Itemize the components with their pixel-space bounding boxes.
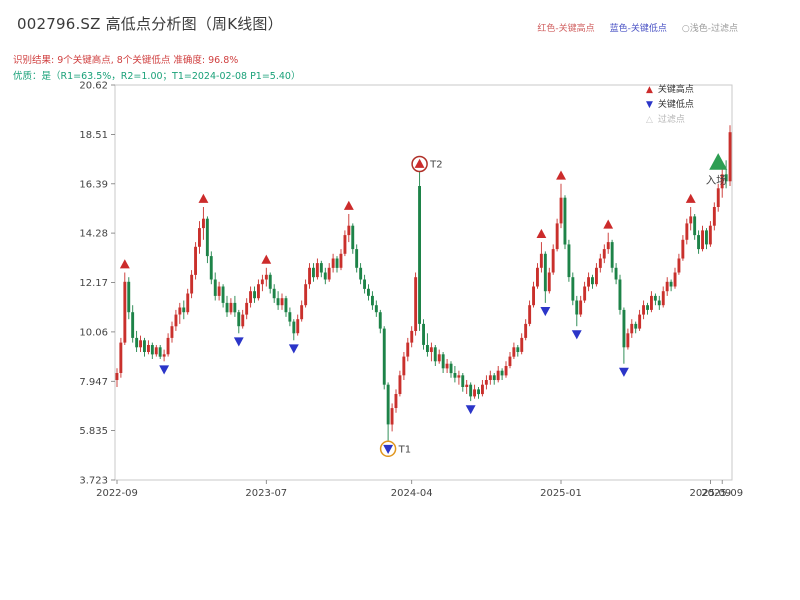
plot-legend: ▲ 关键高点 ▼ 关键低点 △ 过滤点 bbox=[646, 84, 694, 126]
axes: 20.62 18.51 16.39 14.28 12.17 10.06 7.947 5.835… bbox=[79, 81, 743, 500]
candles bbox=[115, 125, 732, 441]
legend-label-key-high: 关键高点 bbox=[657, 85, 694, 95]
legend-label-key-low: 关键低点 bbox=[657, 100, 694, 110]
legend-label-filter: 过滤点 bbox=[657, 115, 685, 125]
svg-text:3.723: 3.723 bbox=[79, 476, 108, 487]
triangle-down-icon: ▼ bbox=[646, 100, 653, 110]
svg-text:T1: T1 bbox=[398, 444, 411, 455]
triangle-up-icon: ▲ bbox=[646, 85, 653, 95]
page-title: 002796.SZ 高低点分析图（周K线图） bbox=[17, 15, 283, 33]
legend-item-filter: △ 过滤点 bbox=[646, 114, 694, 126]
svg-text:14.28: 14.28 bbox=[79, 229, 108, 240]
svg-text:2023-07: 2023-07 bbox=[245, 488, 287, 499]
entry-marker: 入场 bbox=[706, 153, 728, 187]
svg-text:入场: 入场 bbox=[706, 174, 727, 187]
svg-text:2022-09: 2022-09 bbox=[96, 488, 138, 499]
svg-text:10.06: 10.06 bbox=[79, 327, 108, 338]
svg-text:12.17: 12.17 bbox=[79, 278, 108, 289]
plot-frame bbox=[114, 84, 733, 481]
color-key-filter-label: ○浅色-过滤点 bbox=[681, 24, 738, 34]
svg-text:5.835: 5.835 bbox=[79, 426, 108, 437]
quality-result-text: 优质：是（R1=63.5%，R2=1.00；T1=2024-02-08 P1=5… bbox=[13, 71, 301, 82]
svg-text:2024-04: 2024-04 bbox=[391, 488, 433, 499]
svg-text:T2: T2 bbox=[429, 160, 442, 171]
key-point-markers bbox=[119, 158, 696, 454]
t-markers: T1 T2 bbox=[379, 155, 443, 458]
legend-item-key-low: ▼ 关键低点 bbox=[646, 99, 694, 111]
svg-text:2025-09: 2025-09 bbox=[690, 488, 732, 499]
svg-text:2025-09: 2025-09 bbox=[701, 488, 743, 499]
svg-text:16.39: 16.39 bbox=[79, 179, 108, 190]
recognition-result-text: 识别结果: 9个关键高点, 8个关键低点 准确度: 96.8% bbox=[13, 55, 239, 66]
color-key: 红色-关键高点 蓝色-关键低点 ○浅色-过滤点 bbox=[537, 21, 738, 34]
svg-text:20.62: 20.62 bbox=[79, 81, 108, 92]
svg-text:18.51: 18.51 bbox=[79, 130, 108, 141]
legend-item-key-high: ▲ 关键高点 bbox=[646, 84, 694, 96]
color-key-high-label: 红色-关键高点 bbox=[537, 24, 595, 34]
svg-text:7.947: 7.947 bbox=[79, 377, 108, 388]
triangle-hollow-icon: △ bbox=[646, 115, 653, 125]
color-key-low-label: 蓝色-关键低点 bbox=[609, 24, 667, 34]
svg-text:2025-01: 2025-01 bbox=[540, 488, 582, 499]
